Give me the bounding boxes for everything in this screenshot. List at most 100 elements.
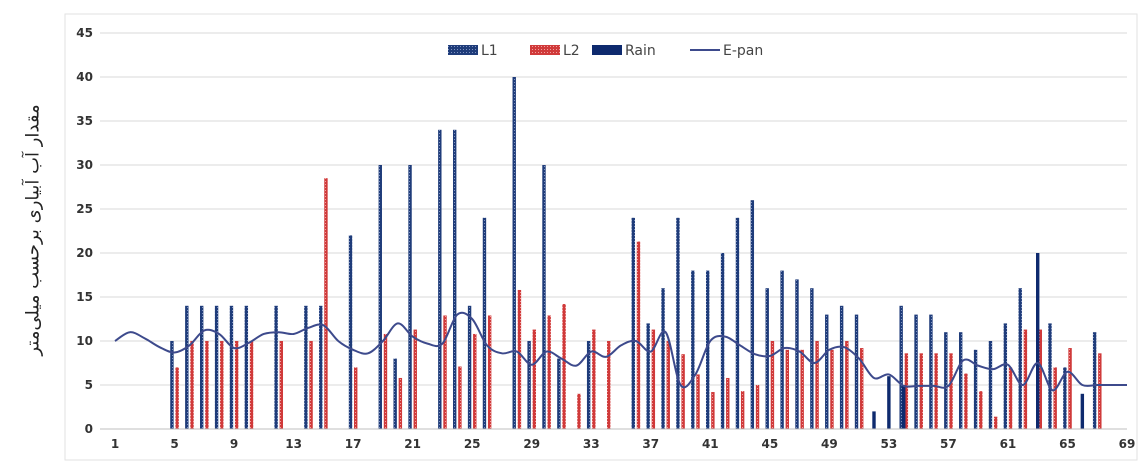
bar-l1 — [542, 165, 546, 429]
bar-l1 — [244, 305, 249, 429]
bar-l1 — [1092, 332, 1097, 429]
x-tick-label: 41 — [702, 437, 719, 451]
x-tick-label: 57 — [940, 437, 957, 451]
bars — [170, 77, 1102, 430]
bar-l2 — [249, 341, 254, 429]
bar-l2 — [770, 341, 775, 429]
bar-l2 — [607, 341, 611, 429]
bar-l2 — [830, 349, 834, 429]
bar-l2 — [398, 377, 403, 429]
bar-l1 — [661, 288, 665, 429]
bar-l1 — [944, 332, 948, 429]
bar-l1 — [795, 279, 799, 429]
bar-l2 — [785, 349, 790, 429]
bar-l1 — [929, 314, 933, 429]
bar-l1 — [914, 314, 918, 429]
bar-l1 — [229, 305, 234, 429]
bar-l1 — [691, 270, 695, 429]
bar-l2 — [1023, 329, 1028, 429]
bar-l2 — [443, 315, 447, 429]
bar-l1 — [467, 305, 472, 429]
bar-l1 — [899, 305, 903, 429]
bar-l1 — [676, 217, 680, 429]
bar-l2 — [845, 341, 849, 429]
bar-l1 — [304, 305, 308, 429]
bar-l1 — [720, 253, 725, 429]
legend-swatch-l1 — [448, 45, 478, 55]
bar-l1 — [319, 305, 323, 429]
x-tick-label: 17 — [345, 437, 362, 451]
bar-l2 — [949, 353, 953, 429]
legend-label-rain: Rain — [625, 43, 656, 59]
legend-label-l1: L1 — [481, 43, 498, 59]
bar-l1 — [438, 129, 442, 430]
bar-l2 — [190, 341, 194, 429]
bar-l1 — [735, 217, 740, 429]
x-tick-label: 25 — [464, 437, 481, 451]
x-tick-label: 45 — [761, 437, 778, 451]
bar-l2 — [904, 353, 909, 429]
bar-l2 — [234, 341, 239, 429]
bar-l1 — [348, 235, 353, 429]
x-tick-label: 53 — [881, 437, 898, 451]
bar-l2 — [681, 354, 685, 429]
x-tick-label: 37 — [642, 437, 659, 451]
bar-l1 — [958, 332, 963, 429]
bar-l2 — [711, 392, 715, 429]
bar-l1 — [557, 358, 561, 429]
bar-l2 — [487, 315, 492, 429]
bar-l1 — [512, 77, 516, 429]
bar-l2 — [354, 367, 358, 429]
bar-l2 — [666, 341, 670, 429]
bar-l1 — [527, 341, 531, 429]
bar-l1 — [393, 358, 397, 429]
bar-l2 — [815, 341, 819, 429]
epan-line-layer — [114, 311, 1127, 392]
legend: L1 L2 Rain E-pan — [448, 43, 763, 59]
bar-l1 — [646, 323, 650, 429]
bar-l2 — [979, 391, 983, 429]
bar-l1 — [1003, 323, 1008, 429]
bar-l2 — [309, 341, 313, 429]
bar-l1 — [199, 305, 204, 429]
bar-l1 — [1018, 288, 1022, 429]
bar-l2 — [1098, 353, 1102, 429]
bar-l1 — [408, 165, 412, 429]
legend-swatch-l2 — [530, 45, 560, 55]
bar-l2 — [517, 289, 522, 429]
bar-l2 — [636, 241, 641, 429]
x-tick-label: 9 — [230, 437, 238, 451]
bar-l2 — [577, 393, 581, 429]
bar-l2 — [383, 333, 388, 429]
bar-l2 — [740, 391, 745, 429]
bar-l2 — [532, 329, 537, 429]
bar-l1 — [839, 305, 844, 429]
x-tick-label: 69 — [1119, 437, 1136, 451]
y-tick-label: 45 — [76, 26, 93, 40]
bar-l2 — [562, 304, 566, 429]
bar-l2 — [547, 315, 551, 429]
bar-rain — [902, 385, 906, 429]
x-tick-label: 29 — [523, 437, 540, 451]
bar-l2 — [1053, 367, 1057, 429]
legend-label-e-pan: E-pan — [723, 43, 763, 59]
x-tick-label: 33 — [583, 437, 600, 451]
bar-l1 — [705, 270, 710, 429]
bar-l2 — [205, 341, 209, 429]
bar-l2 — [473, 333, 477, 429]
bar-l1 — [185, 305, 189, 429]
plot-frame — [64, 13, 1138, 461]
bar-l1 — [973, 349, 978, 429]
bar-l1 — [854, 314, 859, 429]
bar-l1 — [452, 129, 457, 430]
bar-l2 — [696, 374, 700, 429]
bar-l2 — [279, 341, 284, 429]
bar-l2 — [964, 373, 968, 429]
y-tick-label: 35 — [76, 114, 93, 128]
bar-l1 — [750, 200, 755, 429]
bar-l2 — [993, 416, 998, 429]
bar-rain — [1080, 393, 1085, 429]
bar-l1 — [274, 305, 278, 429]
